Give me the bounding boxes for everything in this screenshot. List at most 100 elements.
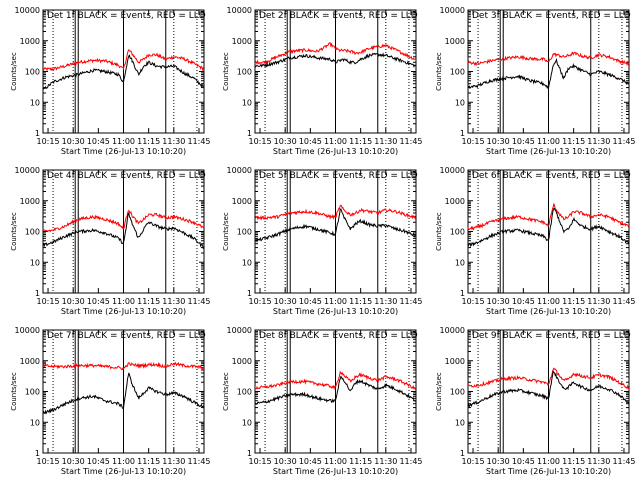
y-tick-label: 1000 [445, 197, 465, 206]
panel-title: Det 1f BLACK = Events, RED = LLD [47, 11, 206, 21]
x-axis-label: Start Time (26-Jul-13 10:10:20) [486, 307, 611, 316]
y-tick-label: 100 [450, 68, 465, 77]
x-tick-label: 10:15 [37, 457, 60, 466]
x-tick-label: 11:15 [562, 137, 585, 146]
y-axis-label: Counts/sec [222, 52, 230, 91]
x-tick-label: 11:15 [137, 297, 160, 306]
x-tick-label: 10:45 [299, 137, 322, 146]
y-axis-label: Counts/sec [435, 372, 443, 411]
y-tick-label: 1000 [232, 197, 252, 206]
y-axis-label: Counts/sec [435, 212, 443, 251]
x-tick-label: 10:45 [512, 137, 535, 146]
x-tick-label: 10:15 [462, 297, 485, 306]
y-tick-label: 1000 [232, 37, 252, 46]
panel-7: Det 7f BLACK = Events, RED = LLD 1 10 100 10… [10, 326, 211, 476]
x-tick-label: 11:30 [587, 457, 610, 466]
y-axis-label: Counts/sec [222, 212, 230, 251]
y-tick-label: 10 [455, 98, 465, 107]
panel-title: Det 8f BLACK = Events, RED = LLD [259, 331, 418, 341]
x-tick-label: 11:45 [612, 297, 635, 306]
events-series-line [254, 375, 417, 405]
x-tick-label: 10:15 [249, 137, 272, 146]
y-tick-label: 1000 [20, 37, 40, 46]
x-tick-label: 11:30 [162, 297, 185, 306]
panel-3: Det 3f BLACK = Events, RED = LLD 1 10 100 10… [435, 6, 636, 156]
y-tick-label: 1 [460, 289, 465, 298]
events-series-line [42, 372, 205, 415]
y-tick-label: 10000 [15, 166, 40, 175]
panel-6: Det 6f BLACK = Events, RED = LLD 1 10 100 10… [435, 166, 636, 316]
y-tick-label: 1 [247, 449, 252, 458]
y-axis-label: Counts/sec [10, 52, 18, 91]
lld-series-line [467, 367, 630, 390]
y-tick-label: 1 [35, 129, 40, 138]
events-series-line [467, 369, 630, 408]
x-tick-label: 11:00 [537, 297, 560, 306]
x-tick-label: 11:00 [112, 457, 135, 466]
x-tick-label: 10:45 [512, 297, 535, 306]
y-tick-label: 1 [247, 129, 252, 138]
x-axis-label: Start Time (26-Jul-13 10:10:20) [273, 467, 398, 476]
x-tick-label: 11:15 [349, 137, 372, 146]
y-tick-label: 10000 [15, 6, 40, 15]
y-tick-label: 1 [247, 289, 252, 298]
x-tick-label: 11:30 [374, 457, 397, 466]
x-tick-label: 10:30 [274, 457, 297, 466]
x-tick-label: 10:45 [87, 137, 110, 146]
y-tick-label: 100 [237, 68, 252, 77]
x-tick-label: 11:45 [399, 457, 422, 466]
x-tick-label: 10:30 [487, 297, 510, 306]
x-axis-label: Start Time (26-Jul-13 10:10:20) [61, 467, 186, 476]
y-tick-label: 10000 [15, 326, 40, 335]
x-tick-label: 10:15 [37, 137, 60, 146]
events-series-line [467, 57, 630, 90]
panel-title: Det 7f BLACK = Events, RED = LLD [47, 331, 206, 341]
x-tick-label: 10:15 [249, 457, 272, 466]
lld-series-line [42, 361, 205, 371]
x-tick-label: 11:30 [587, 137, 610, 146]
y-tick-label: 100 [25, 388, 40, 397]
x-axis-label: Start Time (26-Jul-13 10:10:20) [61, 307, 186, 316]
x-tick-label: 11:00 [537, 137, 560, 146]
x-axis-label: Start Time (26-Jul-13 10:10:20) [486, 147, 611, 156]
x-tick-label: 11:45 [612, 457, 635, 466]
y-tick-label: 1000 [445, 357, 465, 366]
x-tick-label: 11:15 [562, 297, 585, 306]
x-tick-label: 10:30 [62, 137, 85, 146]
x-tick-label: 11:00 [112, 297, 135, 306]
x-tick-label: 11:45 [399, 137, 422, 146]
x-tick-label: 10:45 [87, 297, 110, 306]
y-tick-label: 100 [237, 388, 252, 397]
x-tick-label: 11:45 [612, 137, 635, 146]
panel-title: Det 2f BLACK = Events, RED = LLD [259, 11, 418, 21]
x-tick-label: 10:45 [87, 457, 110, 466]
x-tick-label: 10:30 [62, 297, 85, 306]
x-tick-label: 10:45 [512, 457, 535, 466]
y-tick-label: 10 [30, 418, 40, 427]
y-tick-label: 100 [450, 388, 465, 397]
y-tick-label: 100 [237, 228, 252, 237]
y-tick-label: 1 [460, 449, 465, 458]
x-axis-label: Start Time (26-Jul-13 10:10:20) [61, 147, 186, 156]
x-tick-label: 11:00 [324, 137, 347, 146]
x-tick-label: 11:15 [562, 457, 585, 466]
y-tick-label: 1 [35, 289, 40, 298]
x-tick-label: 10:30 [274, 137, 297, 146]
x-tick-label: 10:30 [487, 137, 510, 146]
lld-series-line [467, 202, 630, 231]
x-tick-label: 11:30 [587, 297, 610, 306]
y-tick-label: 100 [25, 228, 40, 237]
panel-title: Det 4f BLACK = Events, RED = LLD [47, 171, 206, 181]
panel-8: Det 8f BLACK = Events, RED = LLD 1 10 100 10… [222, 326, 423, 476]
lld-series-line [254, 204, 417, 221]
y-tick-label: 1000 [20, 357, 40, 366]
x-tick-label: 10:45 [299, 457, 322, 466]
x-tick-label: 10:45 [299, 297, 322, 306]
lld-series-line [467, 51, 630, 67]
y-tick-label: 100 [450, 228, 465, 237]
x-tick-label: 11:15 [137, 137, 160, 146]
y-tick-label: 10000 [227, 166, 252, 175]
x-tick-label: 10:30 [62, 457, 85, 466]
y-tick-label: 10000 [227, 6, 252, 15]
x-axis-label: Start Time (26-Jul-13 10:10:20) [273, 147, 398, 156]
